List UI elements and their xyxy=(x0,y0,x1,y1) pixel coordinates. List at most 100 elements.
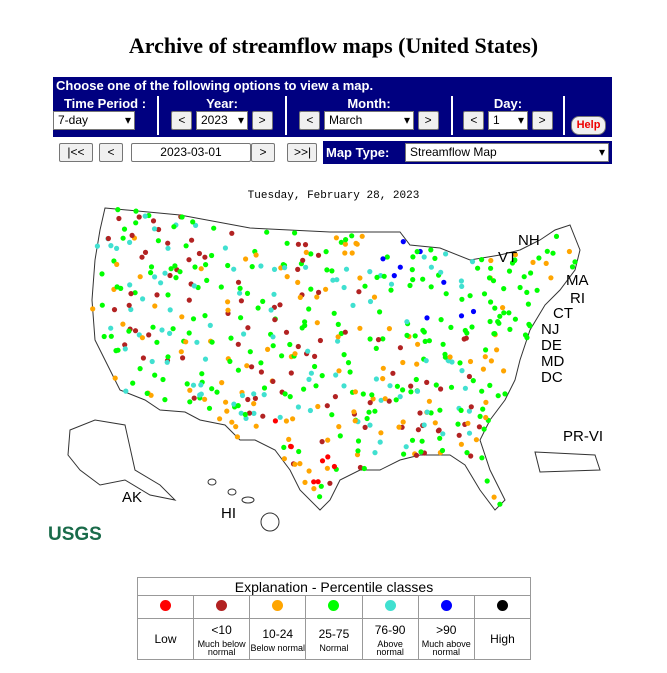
next-button[interactable]: > xyxy=(251,143,275,162)
gauge-dot xyxy=(459,283,465,289)
gauge-dot xyxy=(190,316,197,322)
day-next[interactable]: > xyxy=(531,111,553,130)
gauge-dot xyxy=(191,395,197,401)
gauge-dot xyxy=(492,305,498,311)
gauge-dot xyxy=(122,342,128,348)
gauge-dot xyxy=(403,444,409,450)
gauge-dot xyxy=(277,414,283,420)
gauge-dot xyxy=(496,320,502,326)
gauge-dot xyxy=(330,277,336,283)
gauge-dot xyxy=(253,423,259,429)
gauge-dot xyxy=(128,291,134,297)
year-next[interactable]: > xyxy=(251,111,273,130)
gauge-dot xyxy=(165,292,171,298)
gauge-dot xyxy=(357,325,363,331)
gauge-dot xyxy=(229,419,235,425)
gauge-dot xyxy=(196,250,202,257)
gauge-dot xyxy=(151,226,158,232)
gauge-dot xyxy=(315,403,321,410)
gauge-dot xyxy=(410,277,416,283)
gauge-dot xyxy=(421,422,427,428)
gauge-dot xyxy=(251,401,257,407)
gauge-dot xyxy=(265,346,271,352)
gauge-dot xyxy=(341,383,347,389)
gauge-dot xyxy=(343,266,350,272)
usgs-logo: USGS xyxy=(48,524,102,545)
gauge-dot xyxy=(482,354,488,360)
legend-range: >90 xyxy=(436,622,457,637)
gauge-dot xyxy=(314,320,320,326)
gauge-dot xyxy=(94,243,100,249)
gauge-dot xyxy=(292,351,298,357)
gauge-dot xyxy=(214,389,220,395)
day-prev[interactable]: < xyxy=(463,111,485,130)
help-button[interactable]: Help xyxy=(570,116,607,135)
label: Year: xyxy=(206,96,238,111)
gauge-dot xyxy=(233,424,239,430)
month-prev[interactable]: < xyxy=(299,111,321,130)
gauge-dot xyxy=(428,410,434,416)
gauge-dot xyxy=(152,303,158,309)
year-select[interactable]: 2023 xyxy=(196,111,248,130)
gauge-dot xyxy=(491,494,497,500)
gauge-dot xyxy=(249,364,255,370)
gauge-dot xyxy=(497,313,503,319)
gauge-dot xyxy=(479,257,485,263)
gauge-dot xyxy=(306,376,312,382)
gauge-dot xyxy=(140,296,146,302)
gauge-dot xyxy=(391,273,397,279)
day-select[interactable]: 1 xyxy=(488,111,528,130)
gauge-dot xyxy=(458,407,464,413)
gauge-dot xyxy=(528,270,534,276)
gauge-dot xyxy=(342,329,348,335)
gauge-dot xyxy=(238,298,244,304)
gauge-dot xyxy=(543,260,549,266)
legend-text-row: Low <10 Much below normal 10-24 Below normal… xyxy=(137,618,532,660)
last-button[interactable]: >>| xyxy=(287,143,317,162)
gauge-dot xyxy=(222,245,228,251)
gauge-dot xyxy=(476,424,482,430)
gauge-dot xyxy=(171,224,177,230)
gauge-dot xyxy=(397,345,403,351)
gauge-dot xyxy=(360,391,366,397)
map-type-select[interactable]: Streamflow Map xyxy=(405,143,609,162)
gauge-dot xyxy=(319,373,325,379)
gauge-dot xyxy=(473,437,479,443)
gauge-dot xyxy=(258,369,264,375)
gauge-dot xyxy=(323,286,329,292)
gauge-dot xyxy=(237,285,243,291)
time-period-select[interactable]: 7-day xyxy=(53,111,135,130)
year-cell: Year: < 2023 > xyxy=(159,96,287,135)
alaska-outline xyxy=(67,419,177,501)
gauge-dot xyxy=(229,230,235,236)
gauge-dot xyxy=(260,298,266,304)
gauge-dot xyxy=(136,214,142,220)
gauge-dot xyxy=(335,334,341,340)
year-prev[interactable]: < xyxy=(171,111,193,130)
gauge-dot xyxy=(468,404,474,410)
month-next[interactable]: > xyxy=(417,111,439,130)
gauge-dot xyxy=(319,439,325,445)
legend-label: Low xyxy=(154,632,177,646)
gauge-dot xyxy=(553,233,560,239)
gauge-dot xyxy=(530,259,536,265)
legend-text-cell: >90 Much above normal xyxy=(417,618,475,660)
gauge-dot xyxy=(480,406,486,412)
prev-button[interactable]: < xyxy=(99,143,123,162)
gauge-dot xyxy=(311,486,317,492)
label: Map Type: xyxy=(326,145,390,160)
gauge-dot xyxy=(410,254,416,260)
gauge-dot xyxy=(207,322,213,328)
gauge-dot xyxy=(314,294,320,300)
gauge-dot xyxy=(484,478,490,484)
legend-text-cell: 25-75 Normal xyxy=(305,618,363,660)
day-cell: Day: < 1 > xyxy=(453,96,565,135)
month-select[interactable]: March xyxy=(324,111,414,130)
gauge-dot xyxy=(167,307,173,313)
gauge-dot xyxy=(336,368,342,374)
gauge-dot xyxy=(228,335,234,341)
gauge-dot xyxy=(319,458,326,464)
gauge-dot xyxy=(428,264,434,270)
first-button[interactable]: |<< xyxy=(59,143,93,162)
date-field[interactable]: 2023-03-01 xyxy=(131,143,251,162)
